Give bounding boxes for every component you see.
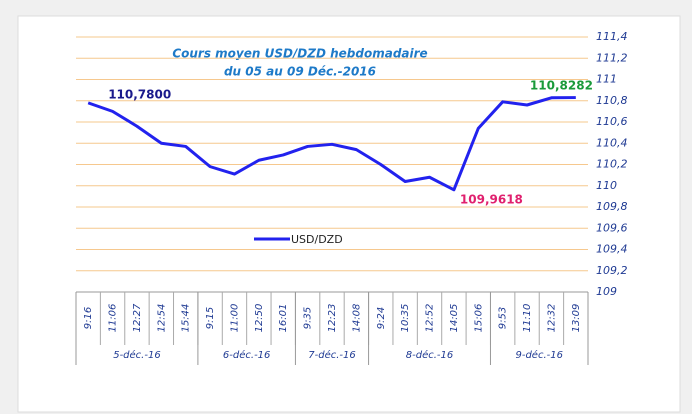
x-tick-label: 16:01 bbox=[278, 304, 289, 333]
x-tick-label: 15:44 bbox=[181, 304, 192, 333]
y-tick-label: 110,6 bbox=[596, 115, 628, 128]
y-tick-label: 111 bbox=[596, 73, 617, 86]
x-tick-label: 11:06 bbox=[108, 304, 119, 333]
x-tick-label: 10:35 bbox=[400, 304, 411, 333]
chart-title: Cours moyen USD/DZD hebdomadaire bbox=[172, 47, 427, 61]
x-tick-label: 14:05 bbox=[449, 304, 460, 333]
x-tick-label: 9:15 bbox=[205, 307, 216, 329]
group-label: 6-déc.-16 bbox=[223, 349, 270, 361]
x-tick-label: 9:16 bbox=[83, 307, 94, 329]
x-tick-label: 11:00 bbox=[229, 304, 240, 333]
y-tick-label: 111,2 bbox=[596, 51, 628, 64]
line bbox=[87, 96, 576, 192]
x-tick-label: 9:24 bbox=[376, 307, 387, 329]
y-tick-label: 109,4 bbox=[596, 243, 628, 256]
panel bbox=[17, 15, 681, 413]
group-label: 5-déc.-16 bbox=[113, 349, 160, 361]
x-tick-label: 11:10 bbox=[522, 304, 533, 333]
legend-label: USD/DZD bbox=[291, 233, 343, 246]
group-label: 8-déc.-16 bbox=[406, 349, 453, 361]
chart-subtitle: du 05 au 09 Déc.-2016 bbox=[224, 65, 376, 79]
y-tick-label: 110,2 bbox=[596, 158, 628, 171]
data-label: 110,8282 bbox=[530, 78, 593, 92]
y-tick-label: 109 bbox=[596, 285, 617, 298]
x-tick-label: 14:08 bbox=[351, 304, 362, 333]
y-tick-label: 109,6 bbox=[596, 221, 628, 234]
x-tick-label: 12:23 bbox=[327, 304, 338, 333]
x-tick-label: 12:50 bbox=[254, 304, 265, 333]
x-tick-label: 9:53 bbox=[498, 307, 509, 329]
y-tick-label: 111,4 bbox=[596, 30, 628, 43]
x-tick-label: 12:27 bbox=[132, 303, 143, 332]
y-tick-label: 110,8 bbox=[596, 94, 628, 107]
y-tick-label: 109,8 bbox=[596, 200, 628, 213]
group-label: 7-déc.-16 bbox=[308, 349, 355, 361]
data-label: 110,7800 bbox=[108, 87, 171, 101]
y-tick-label: 110,4 bbox=[596, 136, 628, 149]
x-tick-label: 12:32 bbox=[546, 304, 557, 333]
y-tick-label: 110 bbox=[596, 179, 617, 192]
x-tick-label: 13:09 bbox=[571, 304, 582, 333]
x-tick-label: 15:06 bbox=[473, 304, 484, 333]
x-tick-label: 12:54 bbox=[156, 304, 167, 333]
group-label: 9-déc.-16 bbox=[515, 349, 562, 361]
y-tick-label: 109,2 bbox=[596, 264, 628, 277]
x-tick-label: 9:35 bbox=[303, 307, 314, 329]
x-tick-label: 12:52 bbox=[425, 304, 436, 333]
data-label: 109,9618 bbox=[460, 192, 523, 206]
